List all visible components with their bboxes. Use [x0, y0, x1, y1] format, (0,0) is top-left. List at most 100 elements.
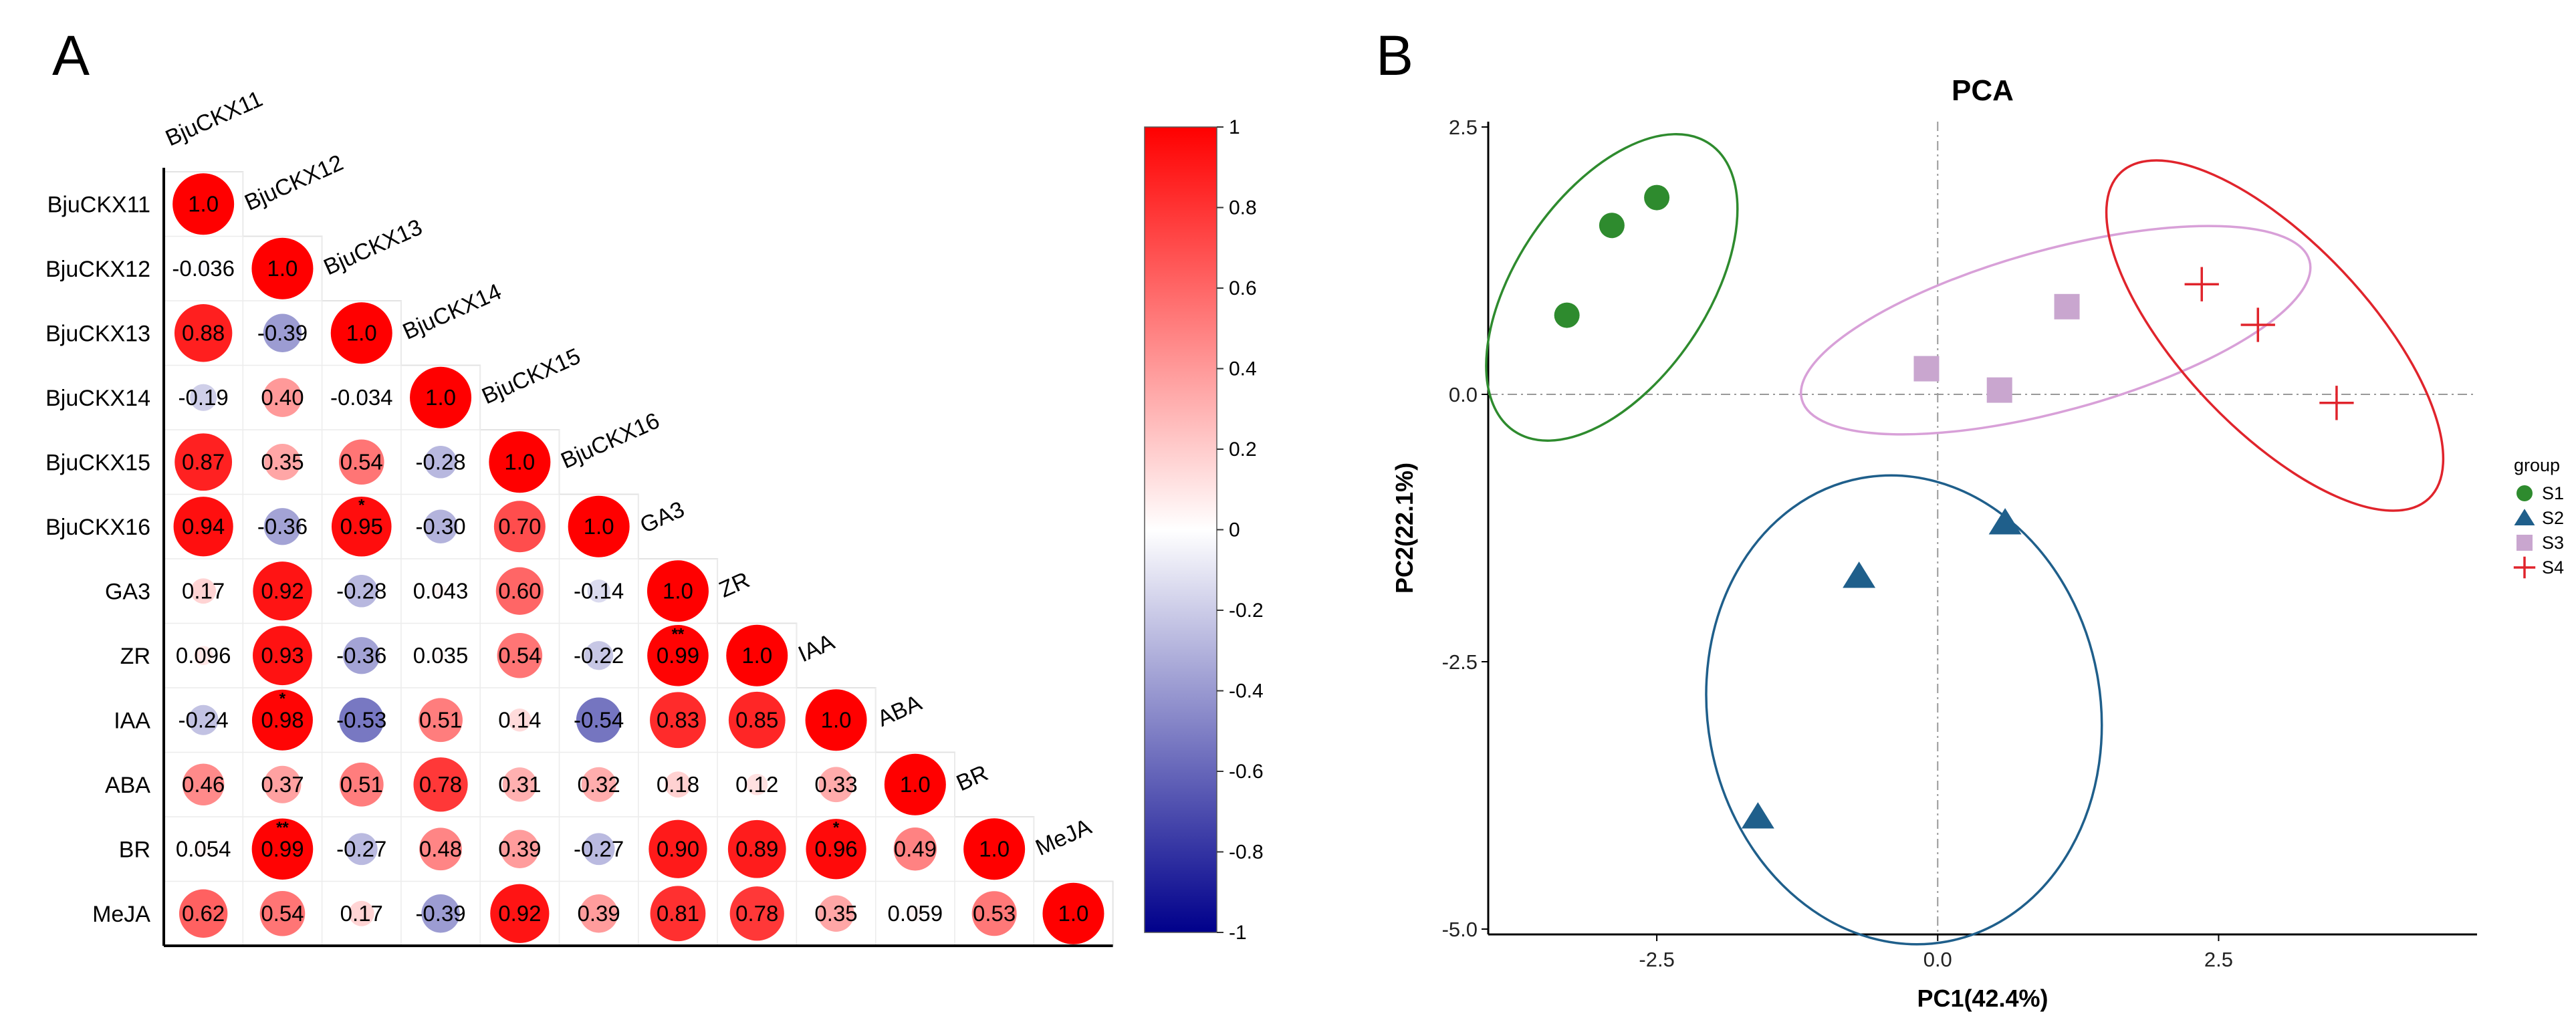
correlation-value: -0.28 — [336, 578, 386, 603]
row-label: ABA — [105, 773, 150, 798]
row-label: BjuCKX13 — [45, 321, 150, 346]
data-point-s2 — [1843, 561, 1876, 588]
pca-y-tick-label: -2.5 — [1442, 650, 1478, 674]
correlation-circle — [1042, 882, 1104, 944]
correlation-circle — [172, 173, 235, 235]
column-label: BjuCKX13 — [320, 215, 427, 281]
correlation-value: 0.85 — [735, 707, 778, 732]
confidence-ellipse-s2 — [1705, 474, 2103, 946]
legend-title: group — [2514, 455, 2560, 475]
correlation-circle — [502, 767, 537, 802]
correlation-circle — [339, 762, 384, 807]
correlation-circle — [263, 378, 302, 417]
legend-marker-s4 — [2513, 556, 2536, 579]
correlation-circle — [259, 890, 306, 936]
pca-y-tick-label: 0.0 — [1449, 383, 1478, 406]
correlation-circle — [331, 496, 392, 557]
correlation-value: -0.28 — [415, 449, 465, 474]
correlation-value: 1.0 — [900, 772, 931, 797]
legend-label: S4 — [2542, 557, 2564, 578]
correlation-circle — [818, 767, 854, 803]
correlation-value: 0.60 — [498, 578, 541, 603]
correlation-value: 1.0 — [267, 256, 298, 281]
correlation-value: 0.49 — [894, 836, 937, 861]
correlation-value: 0.70 — [498, 514, 541, 539]
correlation-value: 0.98 — [261, 707, 304, 732]
correlation-circle — [884, 753, 946, 815]
correlation-circle — [650, 886, 706, 942]
correlation-circle — [421, 894, 460, 933]
correlation-value: -0.14 — [574, 578, 624, 603]
correlation-value: 0.043 — [413, 578, 469, 603]
column-label: BjuCKX16 — [557, 408, 663, 474]
correlation-circle — [356, 392, 368, 404]
panel-label-a: A — [52, 24, 90, 87]
colorbar-tick-label: -0.4 — [1229, 680, 1264, 702]
correlation-value: 0.99 — [261, 836, 304, 861]
correlation-circle — [508, 709, 532, 732]
data-point-s3 — [1986, 377, 2012, 403]
column-label: BjuCKX11 — [162, 86, 266, 151]
row-label: IAA — [114, 708, 150, 733]
data-point-s1 — [1554, 302, 1580, 328]
correlation-circle — [649, 819, 707, 878]
correlation-value: -0.27 — [574, 836, 624, 861]
correlation-value: 0.54 — [340, 449, 383, 474]
correlation-circle — [893, 827, 937, 871]
correlation-circle — [728, 691, 786, 749]
correlation-value: -0.19 — [179, 385, 229, 410]
correlation-value: 0.33 — [814, 772, 857, 797]
correlation-value: 0.17 — [182, 578, 225, 603]
correlation-circle — [251, 237, 314, 299]
column-label: IAA — [794, 629, 838, 667]
column-label: GA3 — [636, 497, 689, 538]
correlation-value: 0.46 — [182, 772, 225, 797]
correlation-value: -0.30 — [415, 514, 465, 539]
correlation-value: 0.054 — [176, 836, 231, 861]
correlation-circle — [497, 632, 543, 678]
correlation-value: 0.96 — [814, 836, 857, 861]
correlation-circle — [806, 819, 866, 880]
correlation-circle — [818, 895, 854, 932]
correlation-circle — [253, 626, 312, 686]
correlation-circle — [647, 560, 709, 622]
column-label: ZR — [715, 567, 753, 603]
confidence-ellipse-s1 — [1485, 133, 1739, 442]
colorbar-tick-label: -0.6 — [1229, 761, 1264, 783]
correlation-value: -0.54 — [574, 707, 624, 732]
pca-plot: PCA -2.5 0.0 2.5 2.5 0.0 -2.5 -5.0 PC1(42.4%) PC2… — [1391, 74, 2564, 1012]
legend-marker-s2 — [2514, 509, 2535, 526]
data-point-s3 — [1913, 356, 1940, 382]
correlation-value: -0.53 — [336, 707, 386, 732]
correlation-circle — [253, 561, 312, 621]
correlation-circle — [435, 650, 447, 662]
correlation-circle — [907, 906, 923, 921]
correlation-value: -0.36 — [257, 514, 308, 539]
correlation-circle — [493, 501, 546, 553]
row-label: MeJA — [92, 902, 150, 927]
pca-x-tick-label: 2.5 — [2204, 948, 2233, 971]
correlation-value: -0.24 — [179, 707, 229, 732]
colorbar-tick-label: 0.2 — [1229, 438, 1257, 461]
correlation-circle — [197, 263, 209, 275]
row-label: ZR — [120, 644, 150, 669]
correlation-circle — [343, 637, 380, 674]
correlation-circle — [495, 567, 544, 615]
correlation-circle — [434, 584, 447, 598]
column-label: BjuCKX12 — [241, 150, 347, 216]
correlation-value: 0.37 — [261, 772, 304, 797]
correlation-circle — [193, 646, 213, 666]
correlation-value: 0.78 — [419, 772, 462, 797]
correlation-circle — [179, 889, 228, 938]
column-label: BjuCKX15 — [478, 344, 584, 410]
correlation-value: -0.27 — [336, 836, 386, 861]
correlation-value: 1.0 — [979, 836, 1010, 861]
correlation-circle — [348, 900, 374, 926]
column-label: BR — [953, 760, 992, 796]
colorbar-tick-label: 1 — [1229, 116, 1240, 138]
correlation-circle — [419, 827, 462, 871]
correlation-value: 1.0 — [1058, 901, 1089, 926]
correlation-value: 0.14 — [498, 707, 541, 732]
correlation-value: 0.51 — [419, 707, 462, 732]
